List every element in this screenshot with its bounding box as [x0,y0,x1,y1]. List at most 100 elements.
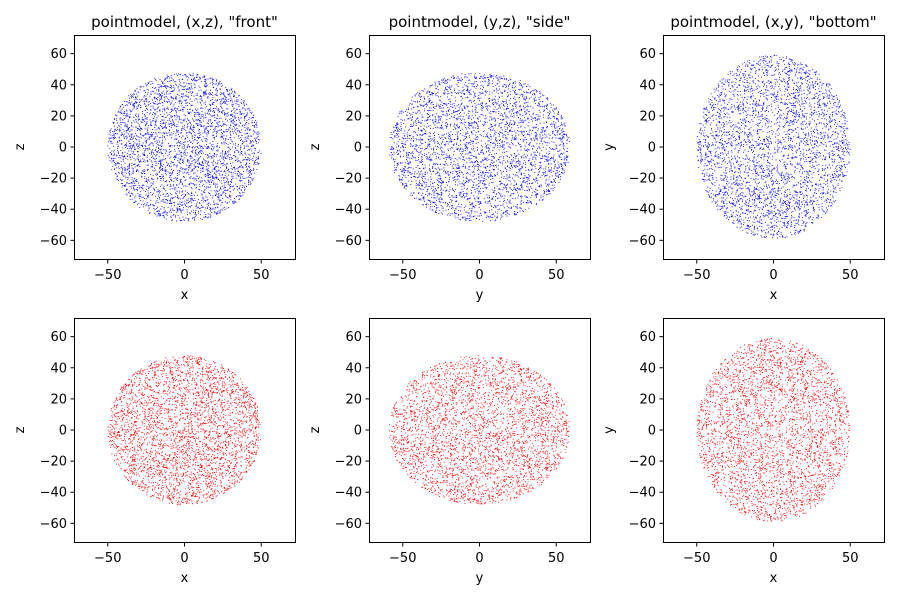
scatter-point [121,173,123,175]
scatter-point [231,89,233,91]
scatter-point [125,143,126,145]
scatter-point [133,96,135,98]
scatter-point [130,173,132,175]
scatter-point [183,86,185,88]
scatter-point [199,95,201,97]
scatter-point [136,99,138,101]
scatter-point [402,147,404,149]
scatter-point [158,212,160,214]
scatter-point [175,133,177,135]
scatter-point [467,88,469,90]
scatter-point [189,155,191,156]
scatter-point [229,196,231,198]
scatter-point [449,79,451,81]
scatter-point [472,145,474,147]
scatter-point [193,168,195,170]
scatter-point [408,109,409,110]
scatter-point [446,141,448,143]
scatter-point [453,129,455,130]
scatter-point [144,125,146,127]
scatter-point [182,135,184,137]
scatter-point [226,177,228,179]
scatter-point [166,199,168,201]
scatter-point [207,204,209,206]
scatter-point [163,185,165,187]
scatter-point [133,151,135,153]
scatter-point [178,217,180,219]
scatter-point [465,142,467,144]
scatter-point [175,193,177,195]
scatter-point [422,128,424,130]
scatter-point [521,93,523,95]
scatter-point [225,151,226,152]
scatter-point [150,122,152,124]
scatter-point [127,169,129,170]
scatter-point [472,140,474,142]
scatter-point [226,202,228,204]
scatter-point [560,153,561,155]
scatter-point [130,111,132,113]
scatter-point [204,180,206,182]
scatter-point [558,133,560,135]
scatter-point [175,83,177,85]
scatter-point [481,104,483,106]
scatter-point [197,101,198,103]
scatter-point [135,195,137,197]
scatter-point [160,177,162,179]
scatter-point [232,131,234,132]
scatter-point [161,153,163,155]
scatter-point [167,86,169,88]
scatter-point [509,130,510,132]
scatter-point [514,137,515,139]
scatter-point [133,185,135,187]
scatter-point [155,123,157,125]
scatter-point [156,178,158,180]
scatter-point [196,140,198,141]
scatter-point [191,93,193,95]
scatter-point [150,199,152,201]
scatter-point [159,198,161,200]
scatter-point [207,130,209,132]
scatter-point [515,101,517,103]
scatter-point [132,103,134,105]
scatter-point [170,215,172,217]
scatter-point [185,102,187,104]
scatter-point [138,170,140,172]
scatter-point [227,114,229,116]
scatter-point [475,122,477,123]
scatter-point [146,178,148,180]
scatter-point [137,157,139,159]
scatter-point [225,101,227,102]
scatter-point [146,130,148,132]
scatter-point [195,150,196,152]
scatter-point [201,151,203,153]
scatter-point [135,97,137,99]
scatter-point [129,139,131,141]
scatter-point [123,156,124,158]
scatter-point [180,198,182,200]
scatter-point [118,126,120,128]
scatter-point [489,144,491,146]
scatter-point [192,160,194,162]
scatter-point [229,95,231,97]
scatter-point [124,162,126,164]
scatter-point [446,86,448,88]
scatter-point [440,146,442,148]
scatter-point [411,152,413,154]
scatter-point [217,124,219,126]
scatter-point [251,153,253,154]
scatter-point [123,167,125,169]
scatter-point [203,206,205,208]
scatter-point [244,118,246,119]
scatter-point [149,149,151,151]
scatter-point [218,210,220,212]
scatter-point [253,137,255,139]
scatter-point [218,196,220,198]
scatter-point [165,174,167,176]
scatter-point [190,141,192,143]
scatter-point [117,147,118,149]
scatter-point [157,144,159,145]
scatter-point [255,123,257,125]
scatter-point [546,126,548,127]
scatter-point [167,196,169,197]
